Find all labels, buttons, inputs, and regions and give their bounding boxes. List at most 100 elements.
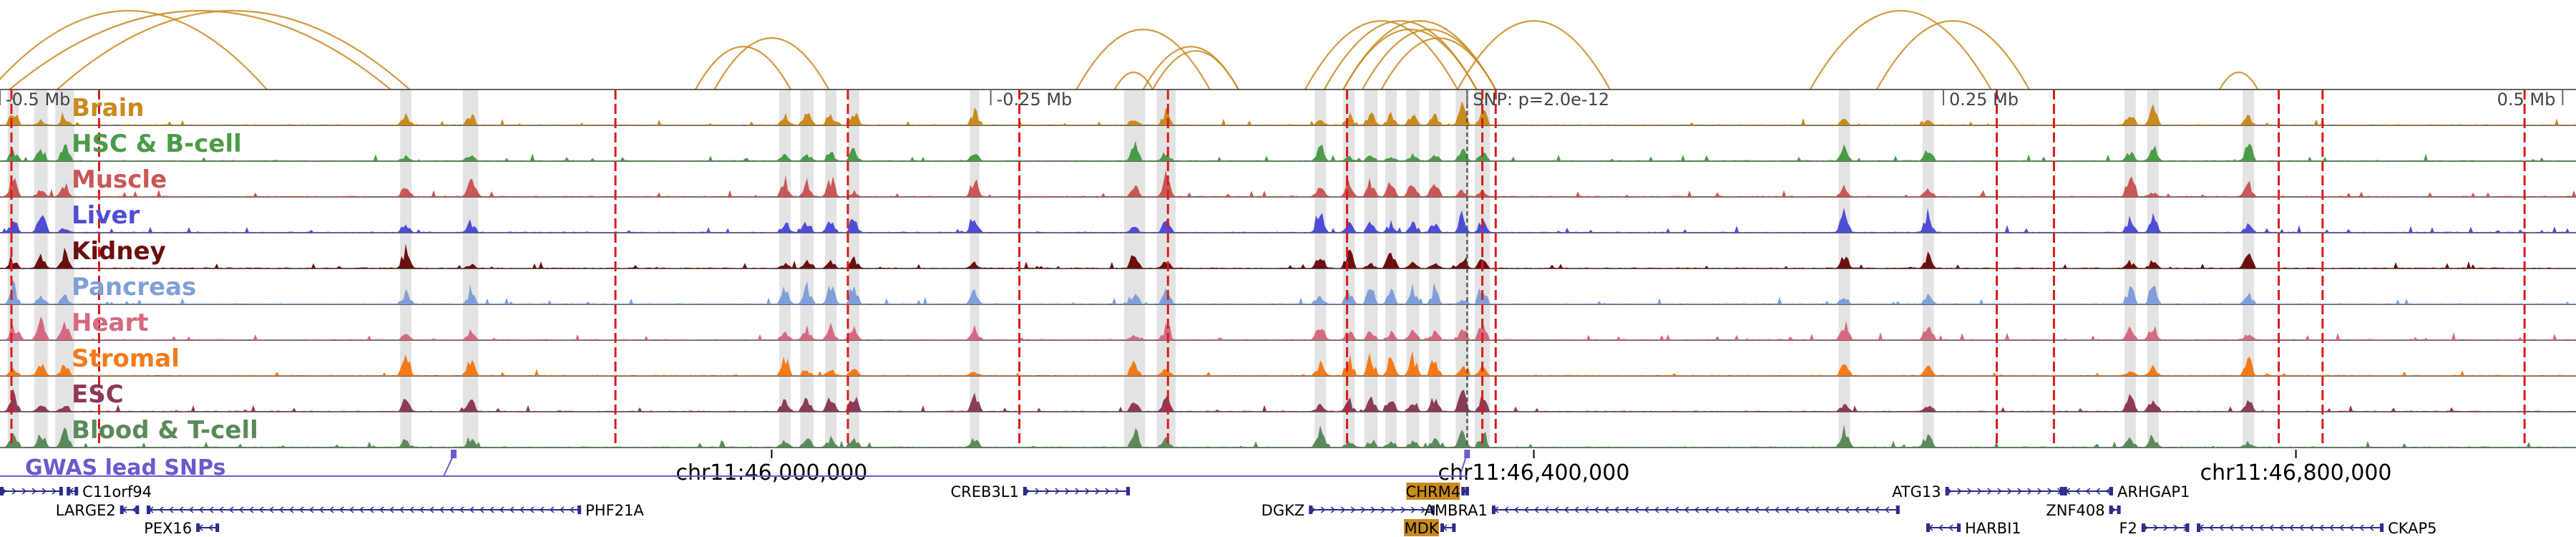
gene-exon	[135, 505, 140, 514]
gene-strand-arrow	[52, 488, 57, 495]
gene-strand-arrow	[1824, 506, 1830, 513]
gene-strand-arrow	[2173, 524, 2179, 531]
loop-arc	[1075, 29, 1211, 90]
gene-strand-arrow	[132, 506, 137, 513]
gene-exon	[119, 505, 124, 514]
gene-exon	[1461, 487, 1465, 495]
gwas-snp-mark	[1464, 450, 1470, 458]
gene-strand-arrow	[348, 506, 354, 513]
gene-exon	[147, 505, 151, 514]
gene-strand-arrow	[1864, 506, 1870, 513]
track-signal	[0, 280, 2576, 304]
gene-exon	[1491, 505, 1496, 514]
gene-strand-arrow	[1884, 506, 1890, 513]
gene-strand-arrow	[2218, 524, 2224, 531]
gene-strand-arrow	[449, 506, 454, 513]
gene-strand-arrow	[1330, 506, 1336, 513]
gene-exon	[2185, 523, 2190, 532]
gene-strand-arrow	[2153, 524, 2159, 531]
gene-strand-arrow	[389, 506, 394, 513]
gene-strand-arrow	[1854, 506, 1860, 513]
gene-strand-arrow	[1370, 506, 1376, 513]
gene-strand-arrow	[338, 506, 344, 513]
gene-strand-arrow	[2298, 524, 2304, 531]
gene-strand-arrow	[1523, 506, 1529, 513]
gene-strand-arrow	[439, 506, 444, 513]
gene-exon	[1926, 523, 1931, 532]
gene-exon	[59, 487, 63, 495]
gene-strand-arrow	[358, 506, 364, 513]
gene-strand-arrow	[1734, 506, 1740, 513]
gene-strand-arrow	[1115, 488, 1121, 495]
track-label: Blood & T-cell	[72, 416, 258, 445]
gene-strand-arrow	[1584, 506, 1589, 513]
loop-arc	[1457, 20, 1611, 90]
gene-strand-arrow	[2228, 524, 2234, 531]
gene-strand-arrow	[11, 488, 17, 495]
loop-arc	[0, 10, 268, 90]
gene-strand-arrow	[1654, 506, 1659, 513]
track-signal	[0, 101, 2576, 125]
gene-strand-arrow	[1704, 506, 1709, 513]
distance-ruler: -0.5 Mb -0.25 Mb SNP: p=2.0e-12 0.25 Mb 0.5 …	[0, 90, 2564, 110]
gene-label: ZNF408	[2046, 502, 2104, 519]
gene-strand-arrow	[1664, 506, 1669, 513]
gene-exon	[0, 487, 4, 495]
gene-strand-arrow	[2248, 524, 2254, 531]
gene-exon	[2380, 523, 2384, 532]
gene-strand-arrow	[539, 506, 545, 513]
gene-label: ARHGAP1	[2117, 483, 2190, 500]
gene-strand-arrow	[188, 506, 194, 513]
gene-strand-arrow	[2308, 524, 2314, 531]
gene-strand-arrow	[1533, 506, 1539, 513]
gene-strand-arrow	[2075, 488, 2081, 495]
gene-strand-arrow	[1390, 506, 1396, 513]
gene-strand-arrow	[1724, 506, 1729, 513]
gene-strand-arrow	[569, 506, 575, 513]
gene-strand-arrow	[379, 506, 384, 513]
gene-strand-arrow	[1977, 488, 1982, 495]
gene-exon	[1465, 487, 1469, 495]
gene-strand-arrow	[1634, 506, 1639, 513]
gene-exon	[67, 487, 71, 495]
gene-strand-arrow	[1614, 506, 1619, 513]
gene-strand-arrow	[1754, 506, 1760, 513]
track-signal	[0, 388, 2576, 412]
track-label: Heart	[72, 309, 148, 337]
gene-exon	[196, 523, 200, 532]
gene-strand-arrow	[1624, 506, 1629, 513]
gene-strand-arrow	[248, 506, 254, 513]
gene-label: LARGE2	[56, 502, 116, 519]
gene-strand-arrow	[1714, 506, 1719, 513]
track-label: Pancreas	[72, 273, 196, 301]
gene-strand-arrow	[2027, 488, 2032, 495]
track-signal	[0, 170, 2576, 197]
gene-label: C11orf94	[82, 483, 152, 500]
gene-highlight-box	[1406, 483, 1460, 500]
gene-strand-arrow	[1350, 506, 1356, 513]
gene-strand-arrow	[228, 506, 234, 513]
gene-strand-arrow	[519, 506, 525, 513]
gene-strand-arrow	[2268, 524, 2274, 531]
gene-exon	[2109, 505, 2113, 514]
gene-strand-arrow	[2037, 488, 2042, 495]
gene-strand-arrow	[288, 506, 294, 513]
gene-strand-arrow	[308, 506, 314, 513]
gene-strand-arrow	[1400, 506, 1406, 513]
gene-strand-arrow	[2348, 524, 2354, 531]
gene-strand-arrow	[419, 506, 424, 513]
gene-strand-arrow	[1410, 506, 1416, 513]
gene-strand-arrow	[2105, 488, 2111, 495]
gene-exon	[1945, 487, 1949, 495]
ruler-label: -0.25 Mb	[997, 90, 1073, 110]
coordinate-axis: chr11:46,000,000 chr11:46,400,000 chr11:46…	[675, 450, 2392, 485]
ruler-label: -0.5 Mb	[6, 90, 70, 110]
track-label: Stromal	[72, 344, 180, 373]
track-signal	[0, 425, 2576, 448]
gene-strand-arrow	[1513, 506, 1519, 513]
loop-arc	[9, 9, 391, 90]
gene-strand-arrow	[2258, 524, 2264, 531]
gene-exon	[1023, 487, 1027, 495]
gene-strand-arrow	[1784, 506, 1790, 513]
red-variant-markers	[10, 90, 2526, 448]
